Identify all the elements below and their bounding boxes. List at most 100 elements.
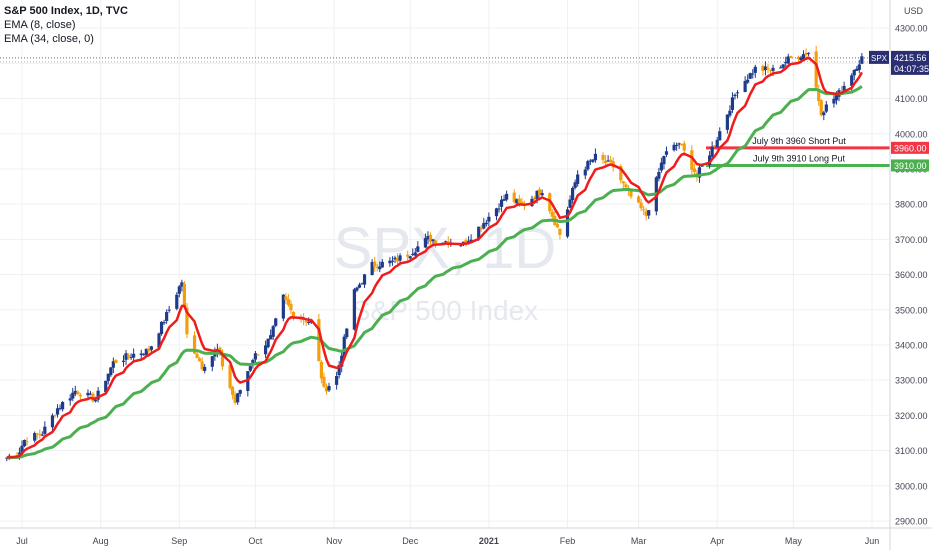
- candle-body: [256, 354, 260, 356]
- ema8-layer: [6, 56, 863, 459]
- grid: [0, 0, 890, 528]
- candle-body: [393, 257, 397, 260]
- candle-body: [609, 159, 613, 163]
- candle-body: [850, 75, 854, 86]
- candle-body: [342, 336, 346, 358]
- candle-body: [149, 346, 154, 350]
- candle-body: [494, 208, 499, 217]
- candle-body: [144, 348, 148, 355]
- candle-body: [93, 399, 98, 402]
- candle-body: [433, 240, 438, 244]
- candle-body: [167, 309, 171, 311]
- candle-body: [126, 354, 131, 357]
- candle-body: [200, 361, 204, 370]
- put-line-label: July 9th 3960 Short Put: [752, 136, 846, 146]
- candle-body: [680, 143, 684, 145]
- y-tick-label: 3300.00: [895, 376, 928, 386]
- candle-body: [248, 366, 252, 371]
- candle-body: [380, 261, 384, 268]
- candle-body: [675, 144, 679, 146]
- candle-body: [555, 224, 559, 228]
- candle-body: [132, 353, 136, 358]
- x-tick-label: 2021: [479, 536, 499, 546]
- candle-body: [192, 335, 197, 354]
- candle-body: [106, 373, 110, 381]
- y-tick-label: 2900.00: [895, 516, 928, 526]
- x-tick-label: Aug: [93, 536, 109, 546]
- candle-body: [378, 266, 382, 270]
- candle-body: [286, 299, 291, 306]
- y-tick-label: 4300.00: [895, 24, 928, 34]
- candle-body: [355, 287, 359, 291]
- candle-body: [284, 296, 288, 300]
- x-tick-label: Mar: [631, 536, 647, 546]
- candle-body: [236, 393, 240, 403]
- candle-body: [832, 98, 836, 104]
- candle-body: [55, 408, 60, 415]
- legend-title[interactable]: S&P 500 Index, 1D, TVC: [4, 5, 128, 17]
- candle-body: [806, 52, 811, 54]
- legend-ema8[interactable]: EMA (8, close): [4, 19, 76, 31]
- candle-body: [743, 80, 747, 93]
- candle-body: [642, 209, 646, 211]
- candle-body: [58, 407, 62, 409]
- candle-body: [824, 104, 828, 112]
- candle-body: [477, 226, 481, 239]
- candle-body: [499, 199, 504, 207]
- candle-body: [570, 188, 575, 201]
- x-tick-label: Nov: [326, 536, 343, 546]
- candle-body: [768, 70, 773, 72]
- candle-body: [40, 434, 44, 436]
- candle-body: [728, 110, 732, 116]
- candle-body: [583, 169, 587, 176]
- candle-body: [324, 387, 329, 392]
- candle-body: [411, 253, 415, 255]
- candle-body: [129, 356, 133, 358]
- x-tick-label: May: [785, 536, 803, 546]
- candle-body: [362, 274, 367, 285]
- candle-body: [647, 210, 651, 216]
- candle-body: [162, 322, 166, 324]
- candle-body: [591, 159, 595, 162]
- candle-body: [664, 151, 669, 155]
- x-tick-label: Jul: [16, 536, 28, 546]
- candle-body: [817, 89, 821, 101]
- candle-body: [269, 335, 273, 340]
- candle-body: [588, 160, 592, 162]
- candle-body: [370, 261, 374, 276]
- candle-body: [568, 199, 572, 208]
- candle-body: [677, 143, 681, 145]
- candle-body: [718, 131, 722, 141]
- candle-body: [35, 433, 39, 435]
- candle-body: [682, 143, 686, 151]
- candle-body: [73, 390, 77, 395]
- last-price-value: 4215.56: [894, 53, 927, 63]
- candle-body: [505, 193, 509, 200]
- candle-body: [104, 380, 108, 393]
- candle-body: [763, 66, 768, 71]
- candle-body: [17, 452, 22, 455]
- candle-body: [692, 168, 696, 172]
- candle-body: [408, 256, 412, 259]
- candle-body: [710, 146, 714, 157]
- candle-body: [274, 318, 278, 326]
- legend-ema34[interactable]: EMA (34, close, 0): [4, 33, 94, 45]
- candle-body: [771, 67, 775, 71]
- y-tick-label: 3000.00: [895, 481, 928, 491]
- candle-body: [482, 223, 486, 229]
- candle-body: [515, 199, 519, 204]
- candle-body: [68, 398, 72, 401]
- candle-body: [139, 353, 143, 356]
- candle-body: [784, 61, 788, 64]
- price-axis: 4300.004200.004100.004000.003900.003800.…: [889, 0, 928, 550]
- candle-body: [855, 68, 859, 71]
- candle-body: [198, 358, 202, 362]
- candle-body: [781, 64, 785, 68]
- put-lines: July 9th 3960 Short Put July 9th 3910 Lon…: [0, 57, 890, 167]
- candle-body: [464, 240, 468, 245]
- candle-body: [629, 189, 633, 197]
- candle-body: [38, 433, 42, 435]
- candle-body: [697, 167, 702, 178]
- candle-body: [431, 239, 435, 242]
